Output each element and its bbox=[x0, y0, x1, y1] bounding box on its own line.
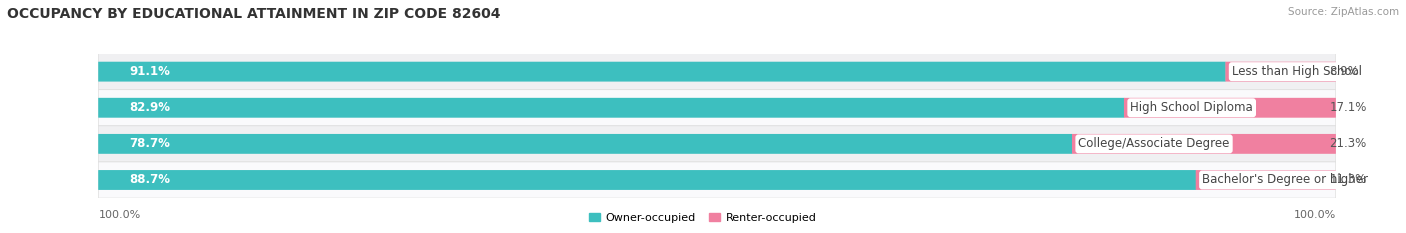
Text: 8.9%: 8.9% bbox=[1330, 65, 1360, 78]
FancyBboxPatch shape bbox=[1226, 62, 1336, 82]
Text: 11.3%: 11.3% bbox=[1330, 174, 1367, 186]
Legend: Owner-occupied, Renter-occupied: Owner-occupied, Renter-occupied bbox=[585, 209, 821, 227]
FancyBboxPatch shape bbox=[98, 162, 1336, 198]
FancyBboxPatch shape bbox=[98, 126, 1336, 162]
Text: 91.1%: 91.1% bbox=[129, 65, 170, 78]
Text: Less than High School: Less than High School bbox=[1232, 65, 1362, 78]
Text: 100.0%: 100.0% bbox=[1294, 210, 1336, 220]
FancyBboxPatch shape bbox=[1195, 170, 1336, 190]
Text: 82.9%: 82.9% bbox=[129, 101, 170, 114]
Text: Bachelor's Degree or higher: Bachelor's Degree or higher bbox=[1202, 174, 1368, 186]
Text: 78.7%: 78.7% bbox=[129, 137, 170, 150]
Text: OCCUPANCY BY EDUCATIONAL ATTAINMENT IN ZIP CODE 82604: OCCUPANCY BY EDUCATIONAL ATTAINMENT IN Z… bbox=[7, 7, 501, 21]
FancyBboxPatch shape bbox=[98, 98, 1125, 118]
FancyBboxPatch shape bbox=[1123, 98, 1336, 118]
FancyBboxPatch shape bbox=[98, 54, 1336, 90]
Text: 88.7%: 88.7% bbox=[129, 174, 170, 186]
Text: 21.3%: 21.3% bbox=[1330, 137, 1367, 150]
FancyBboxPatch shape bbox=[98, 90, 1336, 126]
Text: College/Associate Degree: College/Associate Degree bbox=[1078, 137, 1230, 150]
FancyBboxPatch shape bbox=[1071, 134, 1336, 154]
Text: 100.0%: 100.0% bbox=[98, 210, 141, 220]
Text: High School Diploma: High School Diploma bbox=[1130, 101, 1253, 114]
Text: Source: ZipAtlas.com: Source: ZipAtlas.com bbox=[1288, 7, 1399, 17]
FancyBboxPatch shape bbox=[98, 62, 1226, 82]
FancyBboxPatch shape bbox=[98, 134, 1073, 154]
FancyBboxPatch shape bbox=[98, 170, 1197, 190]
Text: 17.1%: 17.1% bbox=[1330, 101, 1367, 114]
